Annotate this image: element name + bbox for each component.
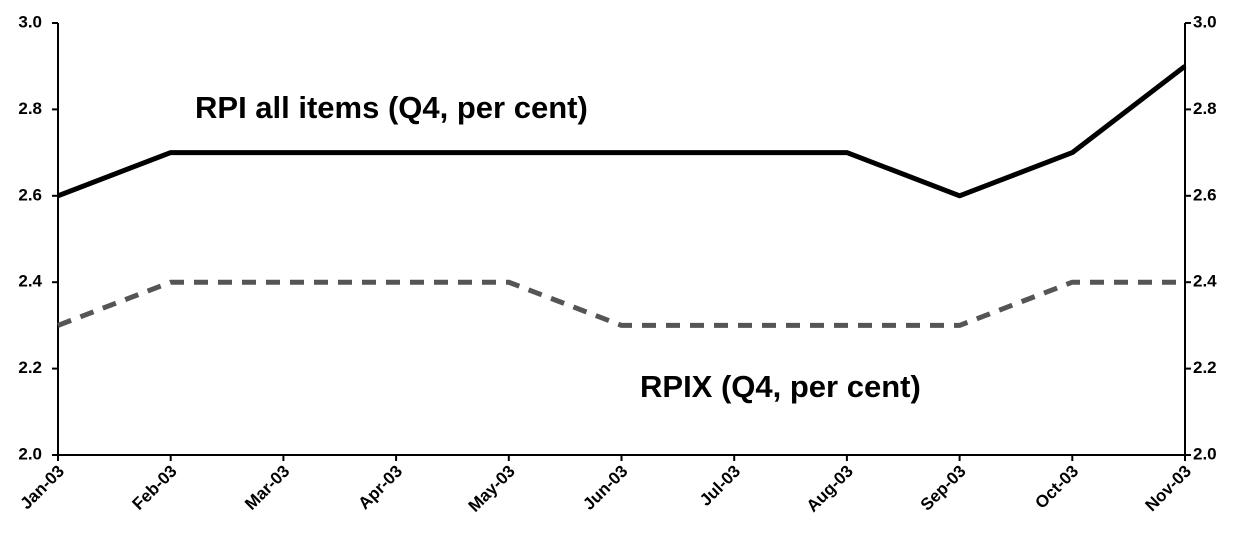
x-tick-label: Oct-03: [1031, 462, 1082, 513]
y2-tick-label: 2.6: [1193, 185, 1217, 204]
x-tick-label: Aug-03: [803, 462, 857, 516]
y2-tick-label: 2.2: [1193, 358, 1217, 377]
x-tick-label: Feb-03: [129, 462, 181, 514]
y-tick-label: 2.2: [18, 358, 42, 377]
series-label: RPIX (Q4, per cent): [640, 369, 921, 404]
y-tick-label: 2.0: [18, 444, 42, 463]
series-line: [57, 64, 1187, 199]
x-tick-label: May-03: [465, 462, 519, 516]
y-tick-label: 2.8: [18, 99, 42, 118]
x-tick-label: Sep-03: [917, 462, 970, 515]
x-tick-label: Nov-03: [1141, 462, 1195, 516]
y2-tick-label: 2.4: [1193, 272, 1217, 291]
y2-tick-label: 2.0: [1193, 444, 1217, 463]
y-tick-label: 2.6: [18, 185, 42, 204]
y2-tick-label: 3.0: [1193, 12, 1217, 31]
x-tick-label: Jul-03: [696, 462, 744, 510]
x-tick-label: Jan-03: [16, 462, 68, 514]
y-tick-label: 2.4: [18, 272, 42, 291]
y-tick-label: 3.0: [18, 12, 42, 31]
x-tick-label: Mar-03: [241, 462, 293, 514]
x-tick-label: Apr-03: [355, 462, 407, 514]
x-tick-label: Jun-03: [579, 462, 631, 514]
series-line: [57, 279, 1185, 328]
series-label: RPI all items (Q4, per cent): [195, 90, 588, 125]
y2-tick-label: 2.8: [1193, 99, 1217, 118]
